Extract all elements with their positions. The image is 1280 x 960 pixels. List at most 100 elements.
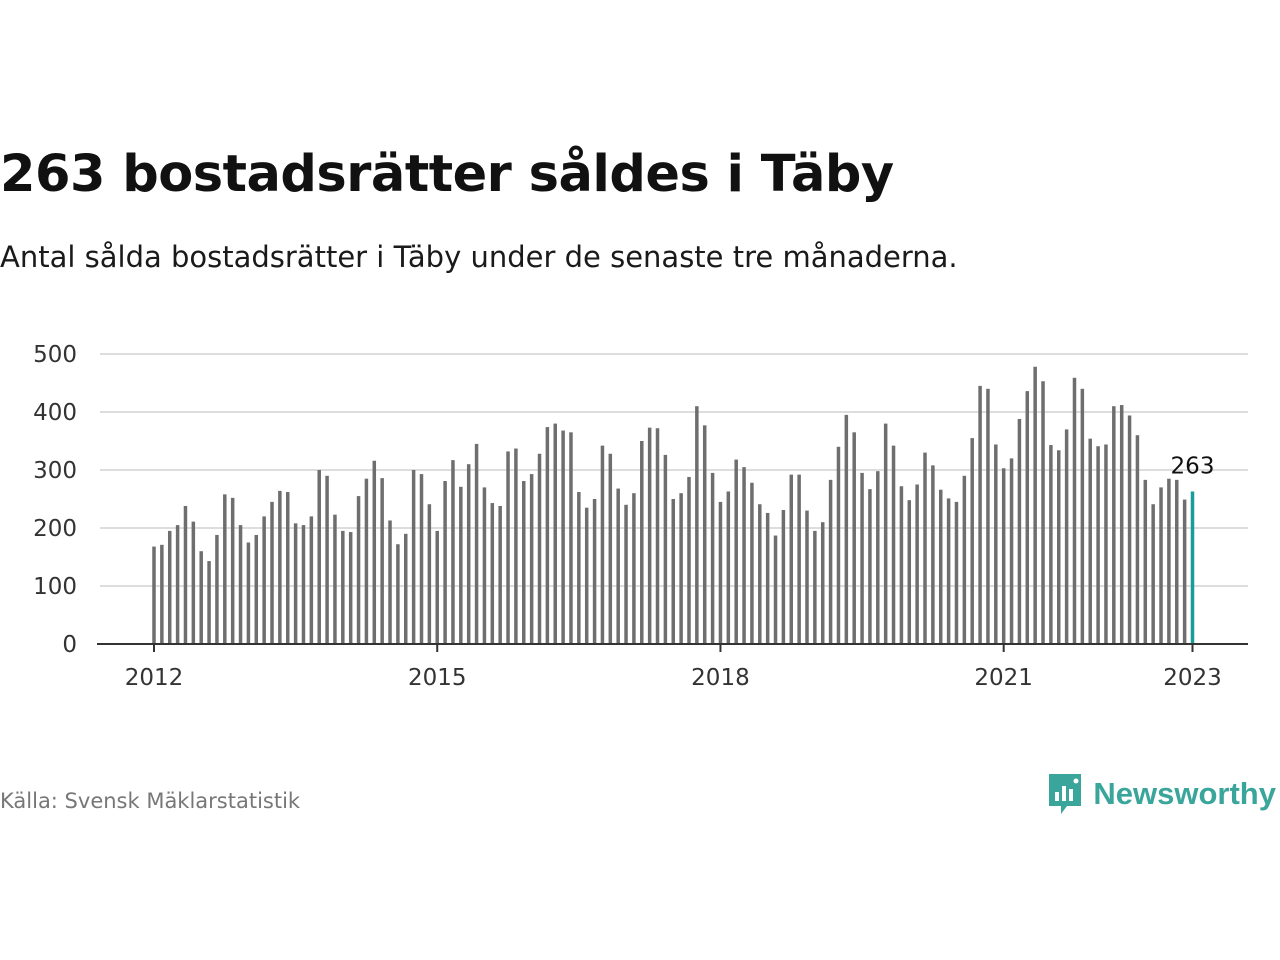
x-tick-label: 2018 bbox=[691, 665, 750, 691]
bar bbox=[600, 445, 605, 644]
bar bbox=[254, 534, 259, 644]
bar bbox=[986, 388, 990, 644]
bar bbox=[970, 438, 974, 644]
bar bbox=[797, 474, 801, 644]
bar bbox=[734, 459, 738, 644]
bar bbox=[191, 521, 196, 644]
bar bbox=[1104, 444, 1108, 644]
bar bbox=[364, 478, 369, 644]
bar bbox=[899, 486, 904, 644]
bar bbox=[317, 470, 321, 644]
bar bbox=[828, 479, 833, 644]
bar bbox=[813, 530, 817, 644]
bar bbox=[954, 501, 959, 644]
bar bbox=[1057, 450, 1061, 644]
bar bbox=[1001, 468, 1006, 644]
bar bbox=[1064, 429, 1069, 644]
bar bbox=[561, 430, 565, 644]
bar bbox=[341, 530, 345, 644]
bar bbox=[293, 523, 298, 644]
bar bbox=[655, 428, 660, 644]
bar bbox=[380, 478, 384, 644]
bar bbox=[577, 492, 581, 644]
bar bbox=[616, 488, 620, 644]
bar bbox=[285, 492, 290, 644]
bar bbox=[687, 476, 691, 644]
bar bbox=[1112, 406, 1116, 644]
bar bbox=[844, 414, 849, 644]
bar bbox=[183, 505, 188, 644]
bar bbox=[907, 500, 912, 644]
bar bbox=[640, 441, 644, 644]
bar bbox=[427, 504, 432, 644]
bar bbox=[396, 544, 400, 644]
bar bbox=[647, 427, 652, 644]
y-tick-label: 200 bbox=[33, 516, 77, 542]
bar bbox=[1017, 418, 1022, 644]
x-tick-label: 2012 bbox=[125, 665, 184, 691]
bar bbox=[160, 544, 164, 644]
bar bbox=[883, 423, 888, 644]
bar bbox=[333, 514, 337, 644]
bar bbox=[466, 464, 471, 644]
bar bbox=[215, 534, 219, 644]
bar bbox=[435, 530, 439, 644]
bar bbox=[537, 453, 542, 644]
bar bbox=[482, 487, 487, 644]
bar bbox=[152, 546, 156, 644]
source-note: Källa: Svensk Mäklarstatistik bbox=[0, 789, 301, 813]
bar bbox=[199, 551, 203, 644]
bar bbox=[325, 475, 329, 644]
bar bbox=[301, 525, 306, 644]
bar bbox=[923, 452, 927, 644]
y-tick-label: 300 bbox=[33, 458, 77, 484]
bar bbox=[891, 445, 896, 644]
bar bbox=[411, 470, 416, 644]
bar bbox=[514, 448, 518, 644]
bar bbox=[750, 482, 754, 644]
bar bbox=[765, 512, 770, 644]
bar bbox=[718, 501, 723, 644]
bar bbox=[1135, 435, 1140, 644]
bar bbox=[1009, 458, 1014, 644]
latest-value-label: 263 bbox=[1171, 453, 1215, 479]
chart-subtitle: Antal sålda bostadsrätter i Täby under d… bbox=[0, 240, 958, 274]
bar bbox=[1119, 405, 1124, 644]
bar bbox=[459, 486, 463, 644]
brand-name: Newsworthy bbox=[1093, 776, 1276, 811]
bar bbox=[915, 484, 919, 644]
bar bbox=[1151, 504, 1155, 644]
bar bbox=[836, 446, 841, 644]
bar bbox=[789, 474, 794, 644]
bar bbox=[702, 425, 707, 644]
bar bbox=[608, 453, 613, 644]
newsworthy-logo-icon bbox=[1049, 774, 1082, 814]
bar bbox=[1041, 381, 1045, 644]
x-tick-label: 2023 bbox=[1163, 665, 1222, 691]
bar bbox=[443, 481, 447, 644]
bar bbox=[1127, 415, 1132, 644]
bar bbox=[372, 460, 377, 644]
bar bbox=[876, 471, 880, 644]
bar bbox=[663, 454, 668, 644]
bar bbox=[553, 423, 557, 644]
bar bbox=[695, 406, 699, 644]
bar bbox=[584, 507, 589, 644]
bar bbox=[1143, 479, 1148, 644]
bar bbox=[852, 432, 856, 644]
bar bbox=[978, 385, 982, 644]
bar bbox=[278, 490, 282, 644]
y-tick-label: 100 bbox=[33, 574, 77, 600]
bar bbox=[1182, 499, 1187, 644]
brand-logo[interactable]: Newsworthy bbox=[1047, 772, 1276, 816]
bar bbox=[1167, 478, 1171, 644]
chart-title: 263 bostadsrätter såldes i Täby bbox=[0, 145, 894, 204]
bar bbox=[545, 427, 550, 644]
bar bbox=[1049, 445, 1053, 644]
bar bbox=[742, 467, 746, 644]
bar-chart: 0 100 200 300 400 500 2012 2015 2018 2021 2023 263 bbox=[33, 342, 1248, 691]
bar bbox=[860, 472, 864, 644]
bar bbox=[529, 474, 534, 644]
bar bbox=[388, 520, 392, 644]
bar bbox=[781, 510, 786, 644]
